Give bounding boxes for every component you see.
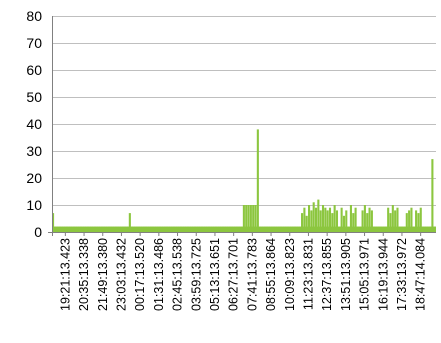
bar: [389, 213, 392, 232]
bar: [417, 213, 420, 232]
bar: [396, 207, 399, 232]
y-tick-labels: 0 10 20 30 40 50 60 70 80: [26, 8, 42, 240]
bar: [419, 207, 422, 232]
y-tick-label: 60: [26, 62, 42, 78]
bar: [391, 205, 394, 232]
bar: [324, 207, 327, 232]
bar: [249, 205, 252, 232]
x-tick-label: 06:27:13.701: [227, 238, 241, 311]
y-tick-label: 20: [26, 170, 42, 186]
bar: [254, 205, 257, 232]
bar: [52, 213, 55, 232]
y-tick-label: 10: [26, 197, 42, 213]
bar: [301, 213, 304, 232]
x-tick-label: 00:17:13.520: [133, 238, 147, 311]
y-tick-label: 70: [26, 35, 42, 51]
x-tick-label: 16:19:13.944: [376, 238, 390, 311]
x-tick-label: 23:03:13.432: [114, 238, 128, 311]
x-tick-label: 20:35:13.338: [77, 238, 91, 311]
bar: [363, 205, 366, 232]
gridlines: [52, 16, 436, 206]
bar: [368, 207, 371, 232]
bar: [319, 210, 322, 232]
x-tick-label: 13:51:13.905: [339, 238, 353, 311]
bar: [349, 205, 352, 232]
bar: [312, 202, 315, 232]
y-tick-label: 30: [26, 143, 42, 159]
x-tick-label: 18:47:14.084: [414, 238, 428, 311]
x-tick-label: 07:41:13.783: [245, 238, 259, 311]
x-tick-label: 02:45:13.538: [171, 238, 185, 311]
bar: [361, 210, 364, 232]
bar: [335, 210, 339, 232]
bar: [431, 159, 434, 232]
x-tick-label: 15:05:13.971: [358, 238, 372, 311]
bar: [303, 207, 306, 232]
bar: [247, 205, 250, 232]
bar: [345, 210, 348, 232]
bar: [394, 210, 397, 232]
x-tick-labels: 19:21:13.423 20:35:13.338 21:49:13.380 23:0…: [58, 238, 427, 311]
baseline-band: [52, 226, 436, 232]
x-tick-label: 01:31:13.486: [152, 238, 166, 311]
x-tick-label: 21:49:13.380: [96, 238, 110, 311]
bar: [342, 215, 345, 232]
bar: [242, 205, 245, 232]
y-tick-label: 50: [26, 89, 42, 105]
x-tick-label: 10:09:13.823: [283, 238, 297, 311]
bar: [328, 207, 332, 232]
bar: [408, 210, 411, 232]
x-tick-label: 19:21:13.423: [58, 238, 72, 311]
bar: [366, 213, 369, 232]
x-tick-label: 05:13:13.651: [208, 238, 222, 311]
x-tick-label: 03:59:13.725: [189, 238, 203, 311]
bar: [305, 215, 308, 232]
bar: [387, 207, 390, 232]
bar: [415, 210, 418, 232]
x-tick-label: 12:37:13.855: [320, 238, 334, 311]
bar: [245, 205, 248, 232]
x-tick-label: 08:55:13.864: [264, 238, 278, 311]
x-tick-label: 17:33:13.972: [395, 238, 409, 311]
y-tick-label: 80: [26, 8, 42, 24]
bar: [340, 207, 343, 232]
bar: [333, 205, 336, 232]
bar: [321, 205, 325, 232]
bar: [317, 199, 320, 232]
bar: [252, 205, 255, 232]
y-tick-label: 0: [34, 224, 42, 240]
bar: [308, 205, 311, 232]
bar: [370, 210, 373, 232]
axes: [48, 16, 436, 236]
bar: [405, 213, 408, 232]
bar: [256, 129, 259, 232]
bar: [331, 213, 334, 232]
bar: [128, 213, 131, 232]
y-tick-label: 40: [26, 116, 42, 132]
x-tick-label: 11:23:13.831: [301, 238, 315, 310]
bar: [352, 213, 355, 232]
bar: [310, 210, 313, 232]
bar: [326, 210, 329, 232]
bars: [52, 129, 436, 232]
bar: [354, 207, 357, 232]
bar: [410, 207, 413, 232]
bar: [314, 207, 318, 232]
